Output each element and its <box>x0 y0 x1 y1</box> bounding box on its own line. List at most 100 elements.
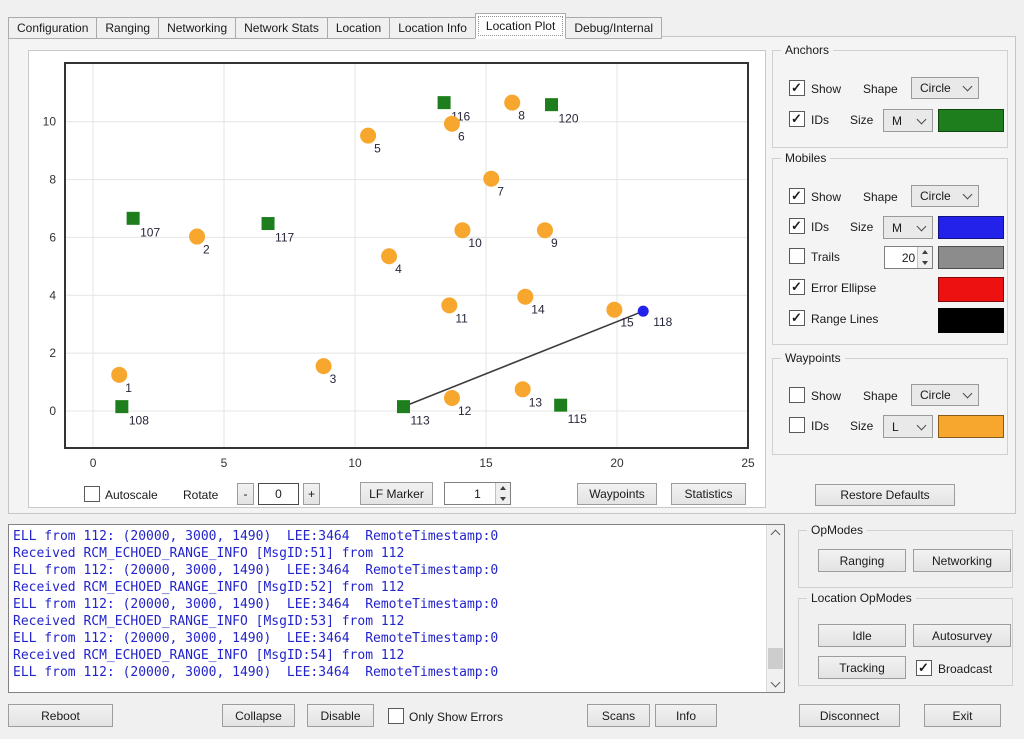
restore-defaults-button[interactable]: Restore Defaults <box>815 484 955 506</box>
exit-button[interactable]: Exit <box>924 704 1001 727</box>
mobiles-trails-color-swatch[interactable] <box>938 246 1004 269</box>
waypoints-show-checkbox[interactable] <box>789 387 805 403</box>
mobiles-size-label: Size <box>850 220 874 234</box>
autoscale-checkbox[interactable] <box>84 486 100 502</box>
anchors-marker <box>545 98 559 112</box>
point-id-label: 115 <box>568 412 587 426</box>
mobiles-error-ellipse-color-swatch[interactable] <box>938 277 1004 302</box>
waypoints-button[interactable]: Waypoints <box>577 483 657 505</box>
mobiles-marker <box>514 381 531 398</box>
disable-button[interactable]: Disable <box>307 704 374 727</box>
ranging-button[interactable]: Ranging <box>818 549 906 572</box>
mobiles-size-select[interactable]: M <box>883 216 933 239</box>
tab-location-info[interactable]: Location Info <box>389 17 476 39</box>
tab-ranging[interactable]: Ranging <box>96 17 160 39</box>
mobiles-range-lines-color-swatch[interactable] <box>938 308 1004 333</box>
autoscale-label: Autoscale <box>105 488 158 502</box>
point-id-label: 11 <box>455 311 468 325</box>
rotate-minus-button[interactable]: - <box>237 483 254 505</box>
rotate-plus-button[interactable]: + <box>303 483 320 505</box>
spinner-up-icon[interactable] <box>918 247 932 258</box>
waypoints-shape-value: Circle <box>920 388 951 402</box>
y-tick-label: 0 <box>49 404 56 418</box>
scans-button[interactable]: Scans <box>587 704 650 727</box>
anchors-size-label: Size <box>850 113 874 127</box>
waypoints-shape-select[interactable]: Circle <box>911 384 979 406</box>
scrollbar-thumb[interactable] <box>768 648 783 669</box>
collapse-button[interactable]: Collapse <box>222 704 295 727</box>
log-scrollbar[interactable] <box>766 525 784 692</box>
point-id-label: 15 <box>620 316 634 330</box>
anchors-marker <box>115 400 129 414</box>
only-show-errors-checkbox[interactable] <box>388 708 404 724</box>
spinner-down-icon[interactable] <box>496 494 510 505</box>
waypoints-color-swatch[interactable] <box>938 415 1004 438</box>
waypoints-ids-checkbox[interactable] <box>789 417 805 433</box>
mobiles-trails-spinner[interactable]: 20 <box>884 246 933 269</box>
log-line: Received RCM_ECHOED_RANGE_INFO [MsgID:51… <box>13 546 405 561</box>
scrollbar-down-icon[interactable] <box>767 676 784 692</box>
tab-location[interactable]: Location <box>326 17 391 39</box>
lf-marker-button[interactable]: LF Marker <box>360 482 433 505</box>
y-tick-label: 6 <box>49 230 56 244</box>
networking-button[interactable]: Networking <box>913 549 1011 572</box>
mobiles-show-checkbox[interactable] <box>789 188 805 204</box>
point-id-label: 5 <box>374 142 381 156</box>
log-line: ELL from 112: (20000, 3000, 1490) LEE:34… <box>13 563 499 578</box>
info-button[interactable]: Info <box>655 704 717 727</box>
broadcast-checkbox[interactable] <box>916 660 932 676</box>
anchors-ids-checkbox[interactable] <box>789 111 805 127</box>
point-id-label: 9 <box>551 236 558 250</box>
plot-panel <box>28 50 766 508</box>
mobiles-shape-select[interactable]: Circle <box>911 185 979 207</box>
tab-networking[interactable]: Networking <box>158 17 237 39</box>
tab-configuration[interactable]: Configuration <box>8 17 98 39</box>
spinner-down-icon[interactable] <box>918 258 932 269</box>
scrollbar-up-icon[interactable] <box>767 525 784 541</box>
anchors-size-select[interactable]: M <box>883 109 933 132</box>
anchors-marker <box>261 217 275 231</box>
anchors-show-checkbox[interactable] <box>789 80 805 96</box>
chart-border <box>64 62 749 449</box>
tab-debug-internal[interactable]: Debug/Internal <box>565 17 663 39</box>
mobiles-error-ellipse-checkbox[interactable] <box>789 279 805 295</box>
statistics-button[interactable]: Statistics <box>671 483 746 505</box>
anchors-color-swatch[interactable] <box>938 109 1004 132</box>
mobiles-marker <box>517 288 534 305</box>
mobiles-marker <box>315 358 332 375</box>
anchors-shape-value: Circle <box>920 81 951 95</box>
mobiles-marker <box>360 127 377 144</box>
anchors-shape-select[interactable]: Circle <box>911 77 979 99</box>
idle-button[interactable]: Idle <box>818 624 906 647</box>
anchors-ids-label: IDs <box>811 113 829 127</box>
tracking-button[interactable]: Tracking <box>818 656 906 679</box>
mobiles-color-swatch[interactable] <box>938 216 1004 239</box>
opmodes-group: OpModes Ranging Networking <box>798 523 1013 588</box>
x-tick-label: 0 <box>90 456 97 470</box>
mobiles-ids-checkbox[interactable] <box>789 218 805 234</box>
chevron-down-icon <box>962 81 973 92</box>
mobiles-trails-checkbox[interactable] <box>789 248 805 264</box>
mobiles-size-value: M <box>892 220 902 235</box>
autosurvey-button[interactable]: Autosurvey <box>913 624 1011 647</box>
tab-network-stats[interactable]: Network Stats <box>235 17 328 39</box>
point-id-label: 117 <box>275 231 294 245</box>
mobiles-shape-label: Shape <box>863 190 898 204</box>
x-tick-label: 10 <box>348 456 362 470</box>
anchors-marker <box>126 211 140 225</box>
mobiles-trails-label: Trails <box>811 250 840 264</box>
point-id-label: 6 <box>458 130 465 144</box>
spinner-up-icon[interactable] <box>496 483 510 494</box>
mobiles-range-lines-checkbox[interactable] <box>789 310 805 326</box>
lf-marker-spinner[interactable]: 1 <box>444 482 511 505</box>
log-line: Received RCM_ECHOED_RANGE_INFO [MsgID:53… <box>13 614 405 629</box>
tab-location-plot[interactable]: Location Plot <box>474 13 567 39</box>
waypoints-size-select[interactable]: L <box>883 415 933 438</box>
reboot-button[interactable]: Reboot <box>8 704 113 727</box>
point-id-label: 113 <box>410 414 429 428</box>
log-output-box[interactable]: ELL from 112: (20000, 3000, 1490) LEE:34… <box>8 524 785 693</box>
point-id-label: 108 <box>129 414 149 428</box>
mobiles-marker <box>483 170 500 187</box>
disconnect-button[interactable]: Disconnect <box>799 704 900 727</box>
rotate-value-input[interactable]: 0 <box>258 483 299 505</box>
